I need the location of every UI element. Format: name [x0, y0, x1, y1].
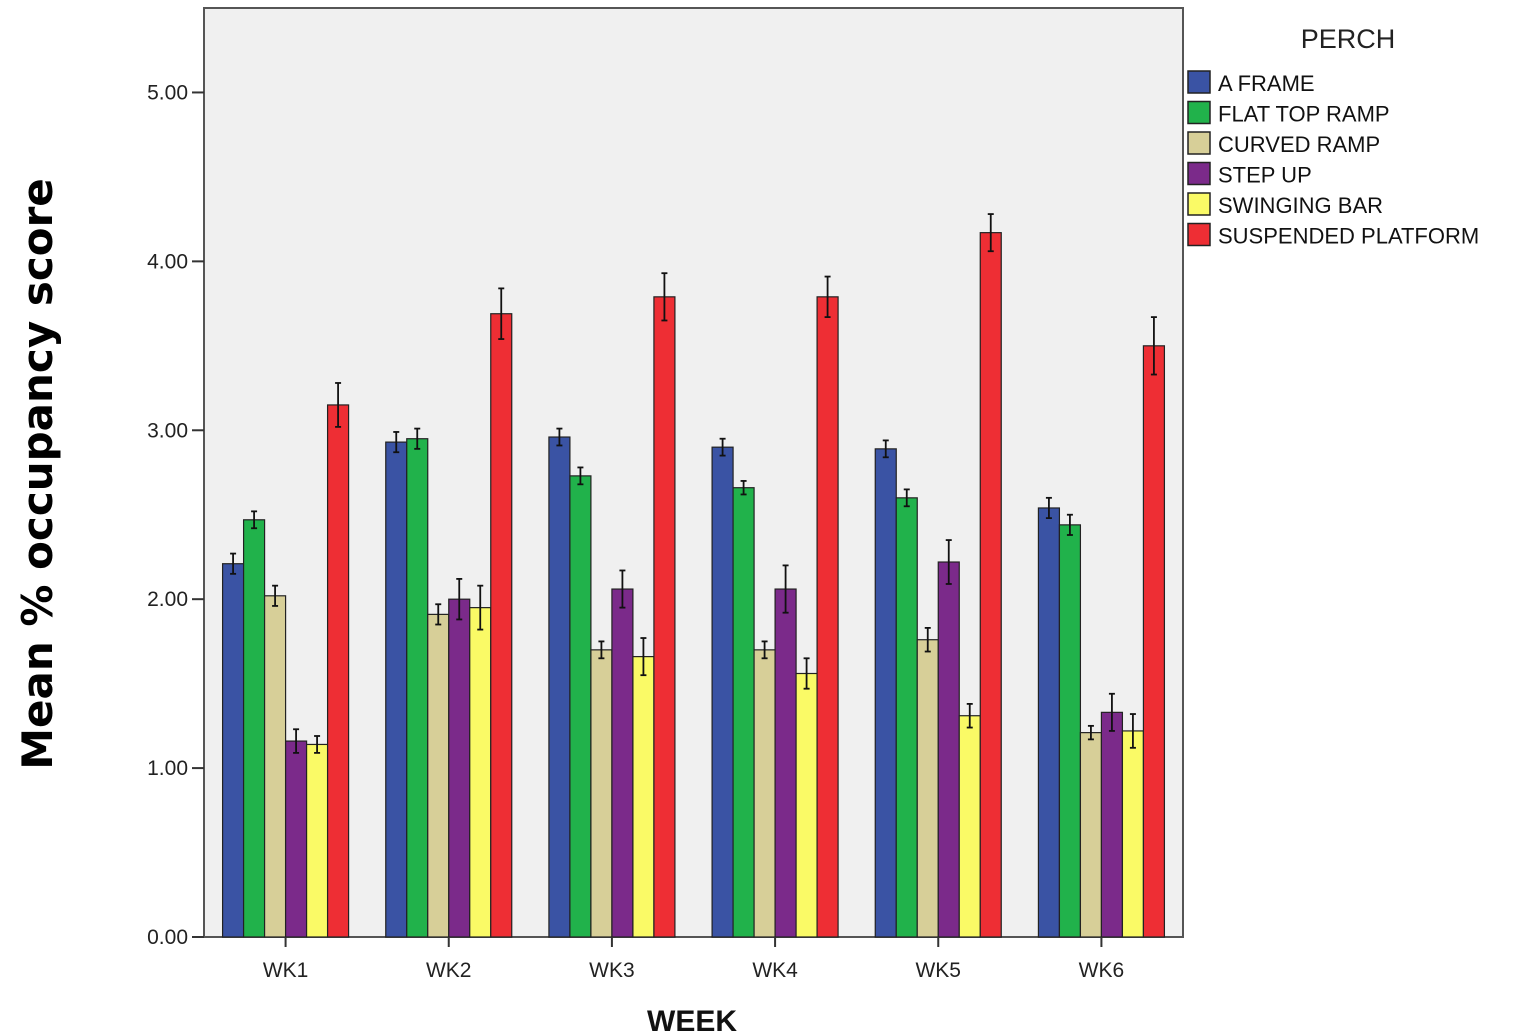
legend-swatch: [1187, 161, 1211, 186]
bar: [427, 613, 450, 938]
legend: A FRAME FLAT TOP RAMP CURVED RAMP STEP UP SW…: [1187, 70, 1479, 249]
bar: [816, 296, 839, 938]
bar: [326, 404, 350, 938]
bar: [611, 588, 634, 938]
y-axis: 0.00 1.00 2.00 3.00 4.00 5.00: [147, 81, 204, 949]
legend-label: SUSPENDED PLATFORM: [1218, 224, 1479, 249]
x-tick-label: WK6: [1079, 959, 1125, 982]
x-tick-label: WK4: [752, 959, 798, 982]
x-tick-label: WK3: [589, 959, 635, 982]
bar: [711, 446, 734, 938]
bar: [1121, 730, 1145, 938]
x-tick-label: WK2: [426, 959, 472, 982]
bar: [490, 313, 513, 938]
bar: [1100, 711, 1124, 938]
bar: [1142, 345, 1166, 938]
bar: [284, 740, 308, 938]
bar: [958, 715, 981, 938]
y-tick-label: 1.00: [147, 757, 188, 780]
plot-area: [203, 7, 1184, 938]
x-tick-label: WK5: [915, 959, 961, 982]
bars: [221, 213, 1166, 938]
bar: [569, 475, 592, 938]
bar: [937, 561, 960, 938]
legend-swatch: [1187, 192, 1211, 216]
bar: [385, 441, 408, 938]
bar: [979, 232, 1002, 938]
bar: [406, 438, 429, 938]
bar: [874, 448, 897, 938]
y-tick-label: 5.00: [147, 81, 188, 104]
bar: [1058, 524, 1082, 938]
y-tick-label: 2.00: [147, 588, 188, 611]
bar: [653, 296, 676, 938]
legend-swatch: [1187, 70, 1211, 94]
bar: [916, 639, 939, 938]
legend-title: PERCH: [1301, 24, 1396, 54]
y-tick-label: 0.00: [147, 926, 188, 949]
legend-label: A FRAME: [1218, 71, 1315, 96]
bar: [548, 436, 571, 938]
legend-swatch: [1187, 131, 1211, 155]
bar: [221, 563, 245, 938]
bar: [1037, 507, 1061, 938]
legend-label: SWINGING BAR: [1218, 193, 1383, 218]
legend-label: FLAT TOP RAMP: [1218, 102, 1390, 127]
legend-label: CURVED RAMP: [1218, 132, 1380, 157]
x-axis: WK1 WK2 WK3 WK4 WK5 WK6: [263, 937, 1124, 982]
bar: [263, 595, 287, 938]
x-axis-label: WEEK: [647, 1005, 737, 1036]
bar: [753, 649, 776, 938]
bar: [590, 649, 613, 938]
bar: [469, 607, 492, 938]
legend-swatch: [1187, 100, 1211, 125]
y-tick-label: 3.00: [147, 419, 188, 442]
bar: [732, 487, 755, 938]
bar: [632, 656, 655, 938]
y-axis-label: Mean % occupancy score: [13, 178, 62, 770]
bar: [774, 588, 797, 938]
bar: [305, 743, 329, 938]
bar: [1079, 732, 1103, 938]
bar: [448, 598, 471, 938]
bar: [895, 497, 918, 938]
y-tick-label: 4.00: [147, 250, 188, 273]
legend-label: STEP UP: [1218, 163, 1312, 188]
bar: [795, 672, 818, 938]
legend-swatch: [1187, 222, 1211, 247]
bar: [242, 519, 266, 938]
x-tick-label: WK1: [263, 959, 309, 982]
